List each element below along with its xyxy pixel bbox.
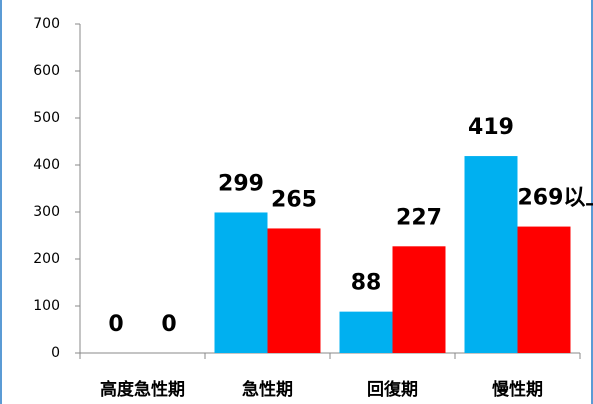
x-tick-label: 慢性期: [492, 379, 543, 400]
value-label: 88: [351, 271, 382, 296]
bar: [267, 228, 321, 353]
value-label: 0: [108, 312, 123, 337]
y-tick-label: 0: [51, 345, 60, 361]
y-tick-label: 100: [33, 298, 60, 314]
y-tick-label: 600: [33, 63, 60, 79]
x-tick-label: 急性期: [242, 379, 293, 400]
value-label: 227: [396, 205, 442, 230]
x-tick-label: 回復期: [367, 379, 418, 400]
y-tick-label: 300: [33, 204, 60, 220]
bar: [214, 212, 268, 353]
value-label: 265: [271, 187, 317, 212]
x-tick-label: 高度急性期: [100, 379, 185, 400]
bar: [392, 246, 446, 353]
value-label: 0: [161, 312, 176, 337]
value-label: 419: [468, 115, 514, 140]
value-label: 299: [218, 171, 264, 196]
value-label: 269以上: [518, 186, 593, 211]
y-tick-label: 400: [33, 157, 60, 173]
y-tick-label: 700: [33, 16, 60, 32]
bar: [339, 311, 393, 353]
bar: [464, 156, 518, 353]
y-tick-label: 200: [33, 251, 60, 267]
y-tick-label: 500: [33, 110, 60, 126]
bar: [517, 226, 571, 353]
